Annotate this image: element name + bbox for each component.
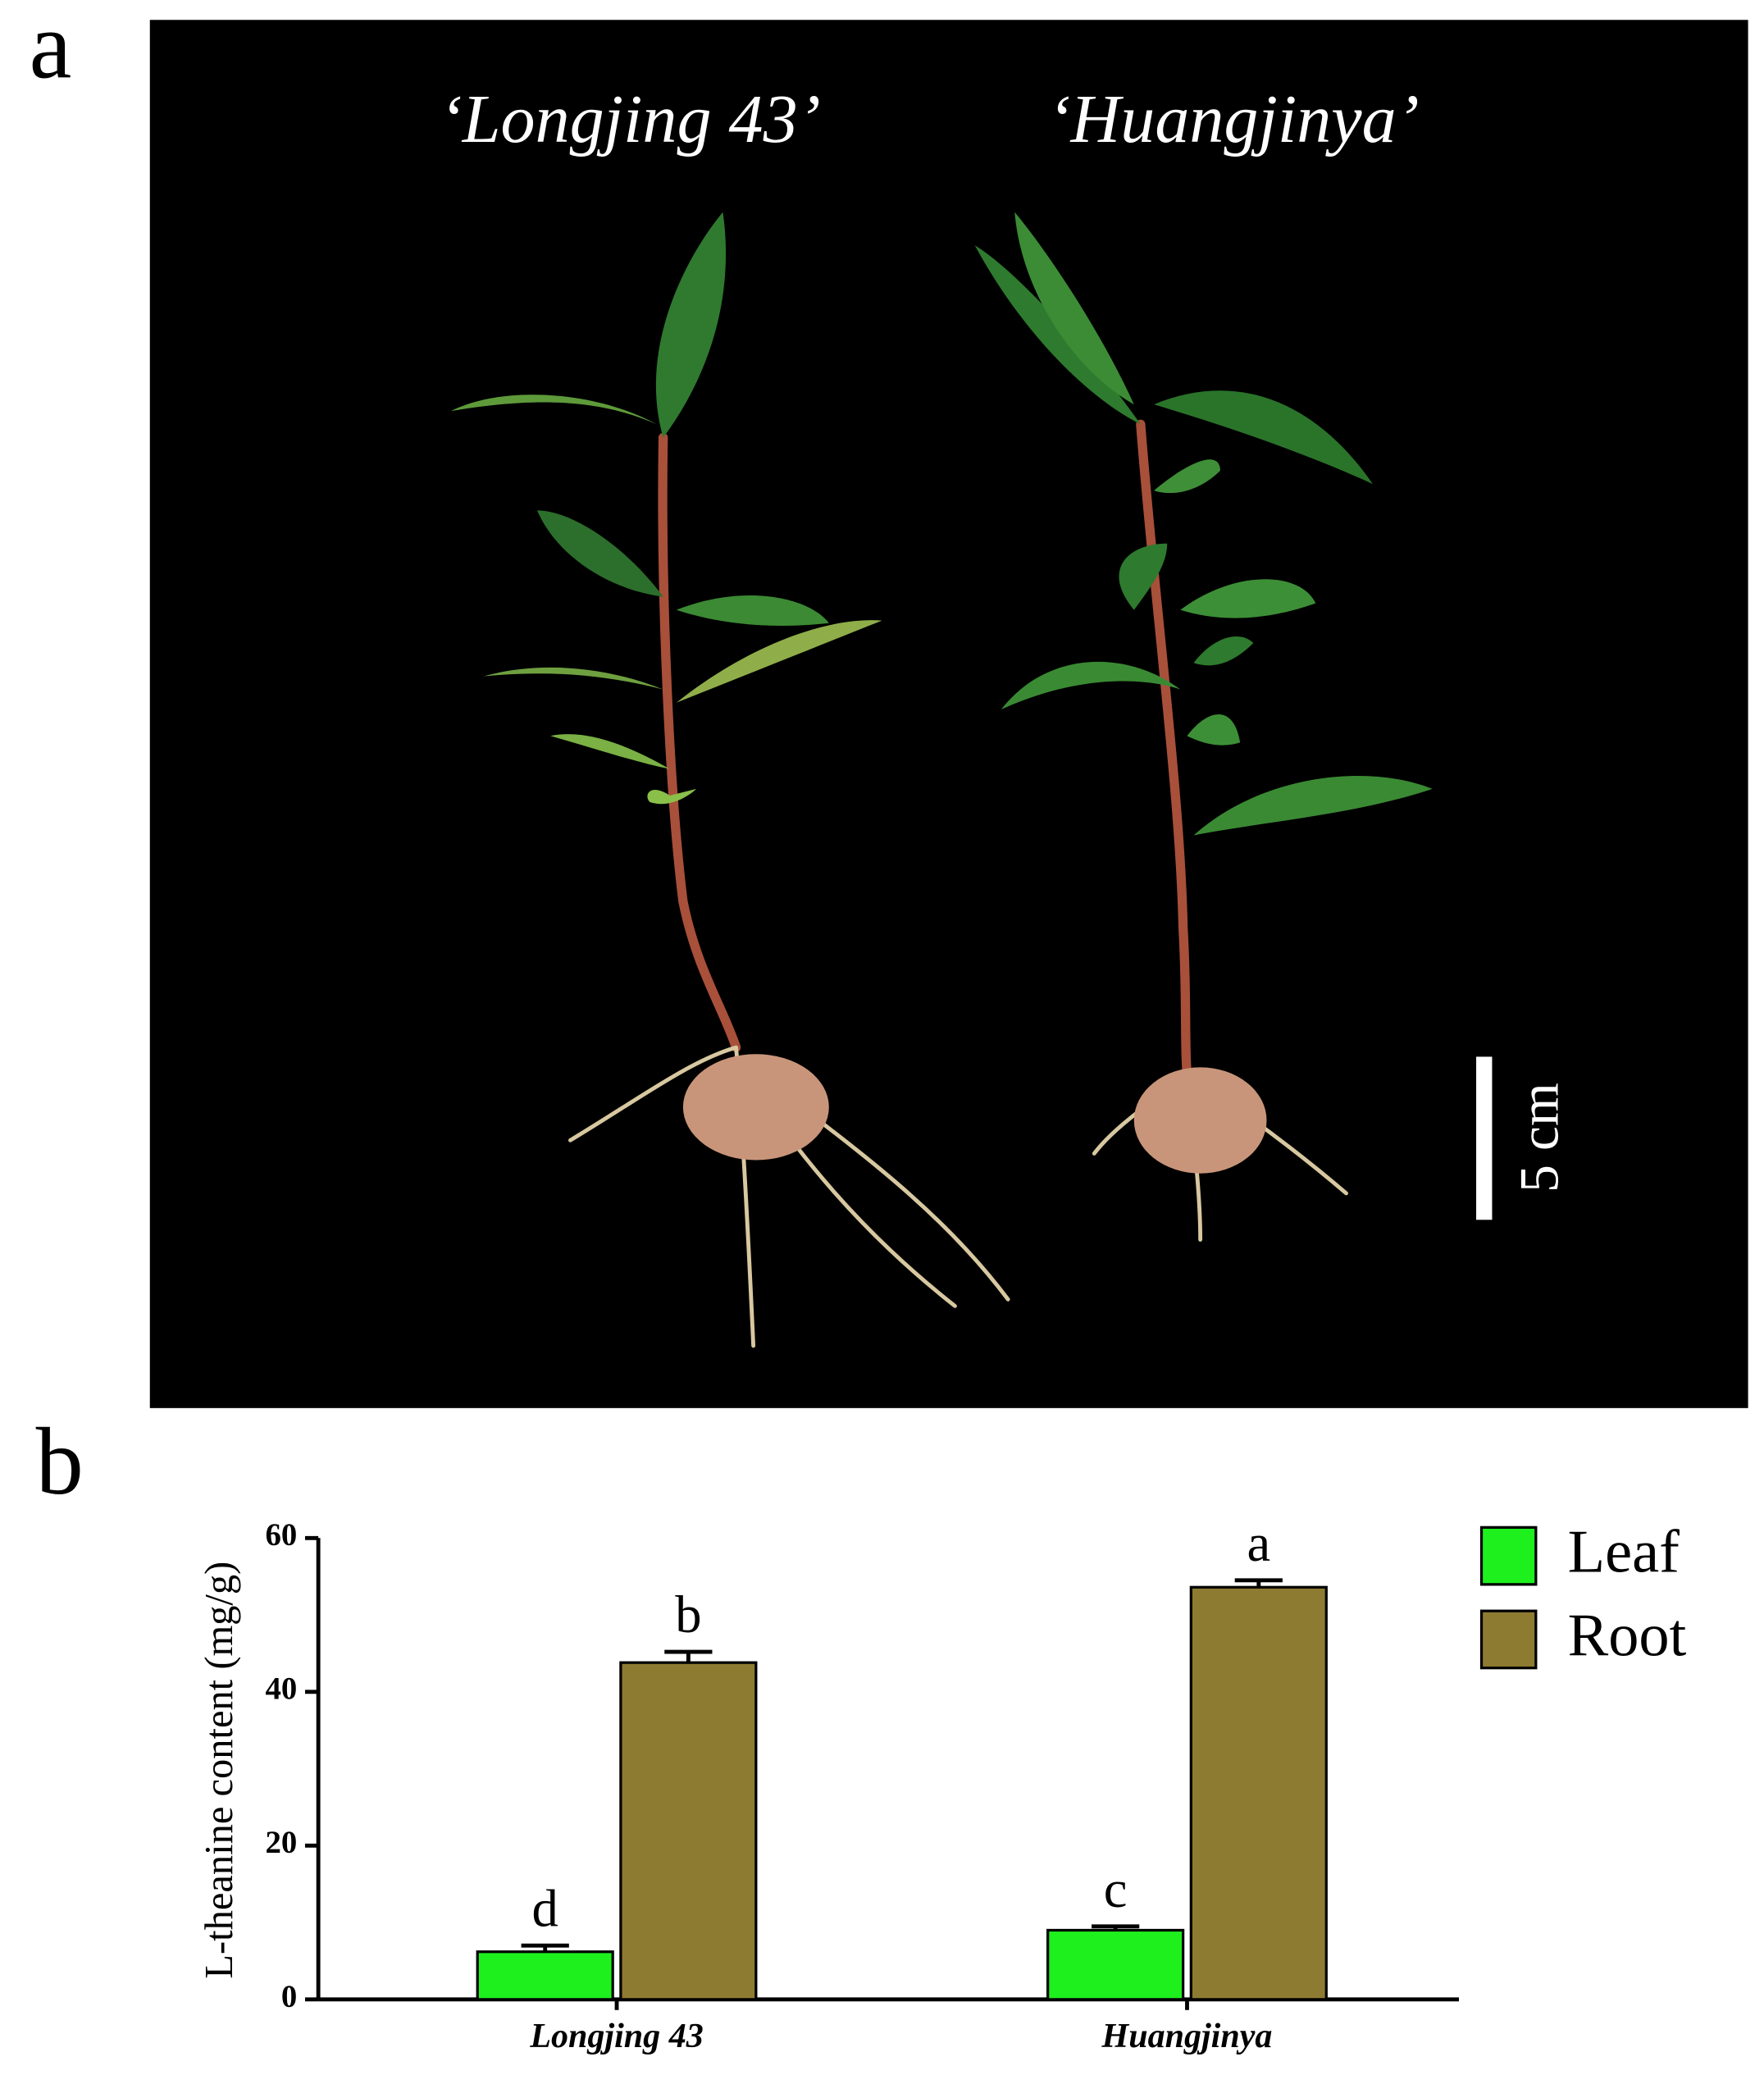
error-bar — [521, 1943, 569, 1952]
error-bar — [1234, 1578, 1283, 1588]
photo-label: ‘Longjing 43’ — [440, 81, 821, 157]
scale-bar — [1476, 1056, 1493, 1220]
photo-label: ‘Huangjinya’ — [1048, 81, 1420, 157]
significance-label: b — [675, 1585, 701, 1644]
photo-background — [149, 20, 1748, 1408]
legend-label: Leaf — [1568, 1519, 1680, 1586]
panel-label: b — [36, 1409, 84, 1515]
bar — [1189, 1585, 1328, 2001]
scale-bar-label: 5 cm — [1508, 1083, 1570, 1193]
bar — [476, 1950, 614, 2001]
legend-swatch — [1479, 1525, 1538, 1586]
significance-label: a — [1247, 1513, 1270, 1572]
error-bar — [1092, 1924, 1140, 1931]
bar — [619, 1661, 758, 2001]
plant-illustration — [450, 212, 1433, 1348]
x-tick-label: Huangjinya — [1101, 2018, 1273, 2055]
y-tick-label: 20 — [265, 1825, 297, 1860]
legend-swatch — [1479, 1609, 1538, 1670]
y-axis-label: L-theanine content (mg/g) — [198, 1562, 241, 1979]
y-tick-label: 0 — [281, 1979, 297, 2014]
y-tick-label: 60 — [265, 1517, 297, 1553]
panel-label: a — [30, 0, 72, 99]
bar — [1046, 1928, 1185, 2001]
significance-label: d — [532, 1878, 558, 1937]
error-bar — [664, 1649, 713, 1663]
significance-label: c — [1104, 1859, 1128, 1918]
y-tick-label: 40 — [265, 1671, 297, 1707]
x-tick-label: Longjing 43 — [529, 2018, 703, 2055]
legend-label: Root — [1568, 1602, 1687, 1669]
